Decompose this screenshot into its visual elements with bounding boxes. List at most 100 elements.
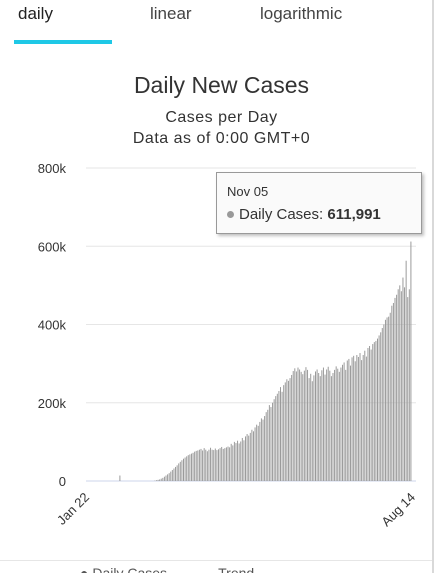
bar[interactable] <box>369 346 371 481</box>
bar[interactable] <box>332 373 334 481</box>
bar[interactable] <box>321 370 323 481</box>
bar[interactable] <box>243 440 245 481</box>
bar[interactable] <box>241 437 243 481</box>
bar[interactable] <box>214 448 216 481</box>
bar[interactable] <box>273 399 275 481</box>
bar[interactable] <box>224 448 226 481</box>
bar[interactable] <box>294 368 296 481</box>
bar[interactable] <box>327 366 329 481</box>
bar[interactable] <box>160 478 162 481</box>
bar[interactable] <box>391 305 393 481</box>
bar[interactable] <box>280 387 281 481</box>
bar[interactable] <box>381 328 383 481</box>
bar[interactable] <box>338 371 340 481</box>
bar[interactable] <box>357 356 359 481</box>
bar[interactable] <box>335 366 337 481</box>
bar[interactable] <box>252 431 254 481</box>
bar[interactable] <box>168 473 170 481</box>
bar[interactable] <box>348 358 350 481</box>
bar[interactable] <box>307 369 309 481</box>
bar[interactable] <box>235 443 237 481</box>
bar[interactable] <box>295 371 297 481</box>
tab-daily[interactable]: daily <box>18 4 53 23</box>
bar[interactable] <box>380 332 382 481</box>
bar[interactable] <box>375 340 377 481</box>
tab-logarithmic[interactable]: logarithmic <box>260 4 343 23</box>
bar[interactable] <box>291 374 293 481</box>
bar[interactable] <box>222 448 224 481</box>
bar[interactable] <box>245 436 247 481</box>
bar[interactable] <box>163 476 165 481</box>
bar[interactable] <box>200 448 202 481</box>
bar[interactable] <box>303 370 305 481</box>
bar[interactable] <box>305 367 307 481</box>
bar[interactable] <box>267 409 269 481</box>
tab-linear[interactable]: linear <box>150 4 192 23</box>
bar[interactable] <box>230 443 232 481</box>
bar[interactable] <box>198 449 200 481</box>
bar[interactable] <box>184 457 186 481</box>
bar[interactable] <box>334 369 336 481</box>
bar[interactable] <box>408 289 410 481</box>
bar[interactable] <box>311 381 313 481</box>
bar[interactable] <box>268 405 270 481</box>
bar[interactable] <box>216 450 218 481</box>
bar[interactable] <box>292 371 294 481</box>
bar[interactable] <box>337 368 339 481</box>
bar[interactable] <box>361 360 363 481</box>
bar[interactable] <box>300 371 302 481</box>
bar[interactable] <box>284 382 286 481</box>
bar[interactable] <box>248 435 250 481</box>
bar[interactable] <box>251 429 253 481</box>
bar[interactable] <box>238 443 240 481</box>
bar[interactable] <box>206 451 208 481</box>
bar[interactable] <box>346 360 348 482</box>
bar[interactable] <box>386 317 388 481</box>
bar[interactable] <box>319 376 321 481</box>
bar[interactable] <box>399 285 401 482</box>
bar[interactable] <box>326 369 328 481</box>
bar[interactable] <box>259 421 261 481</box>
bar[interactable] <box>167 474 169 481</box>
bar[interactable] <box>287 380 289 481</box>
bar[interactable] <box>276 393 278 481</box>
bar[interactable] <box>190 453 192 481</box>
bar[interactable] <box>400 291 402 481</box>
bar[interactable] <box>227 446 229 481</box>
bar[interactable] <box>356 355 358 481</box>
bar[interactable] <box>203 448 205 481</box>
bar[interactable] <box>389 312 391 481</box>
bar[interactable] <box>308 378 310 481</box>
bar[interactable] <box>410 241 412 481</box>
bar[interactable] <box>246 434 248 481</box>
bar[interactable] <box>187 455 189 481</box>
bar[interactable] <box>170 471 172 481</box>
bar[interactable] <box>310 373 312 481</box>
bar[interactable] <box>232 445 234 481</box>
bar[interactable] <box>210 447 212 481</box>
bar[interactable] <box>404 287 406 481</box>
bar[interactable] <box>192 452 194 481</box>
bar[interactable] <box>229 447 231 481</box>
bar[interactable] <box>264 416 266 481</box>
bar[interactable] <box>195 450 197 481</box>
bar[interactable] <box>329 370 331 481</box>
bar[interactable] <box>189 454 191 481</box>
bar[interactable] <box>165 475 167 481</box>
bar[interactable] <box>407 297 409 481</box>
bar[interactable] <box>402 277 404 481</box>
bar[interactable] <box>260 418 262 481</box>
bar[interactable] <box>299 369 301 481</box>
bar[interactable] <box>315 371 316 481</box>
bar[interactable] <box>265 412 267 481</box>
legend-fragment[interactable]: ● Daily Cases ── ── Trend <box>80 565 255 573</box>
bar[interactable] <box>362 355 364 481</box>
bar[interactable] <box>340 367 342 481</box>
bar[interactable] <box>397 289 399 481</box>
bar[interactable] <box>219 448 221 481</box>
bar[interactable] <box>213 450 215 481</box>
bar[interactable] <box>330 376 332 481</box>
bar[interactable] <box>211 449 213 481</box>
bar[interactable] <box>205 449 207 481</box>
bar[interactable] <box>225 447 227 481</box>
